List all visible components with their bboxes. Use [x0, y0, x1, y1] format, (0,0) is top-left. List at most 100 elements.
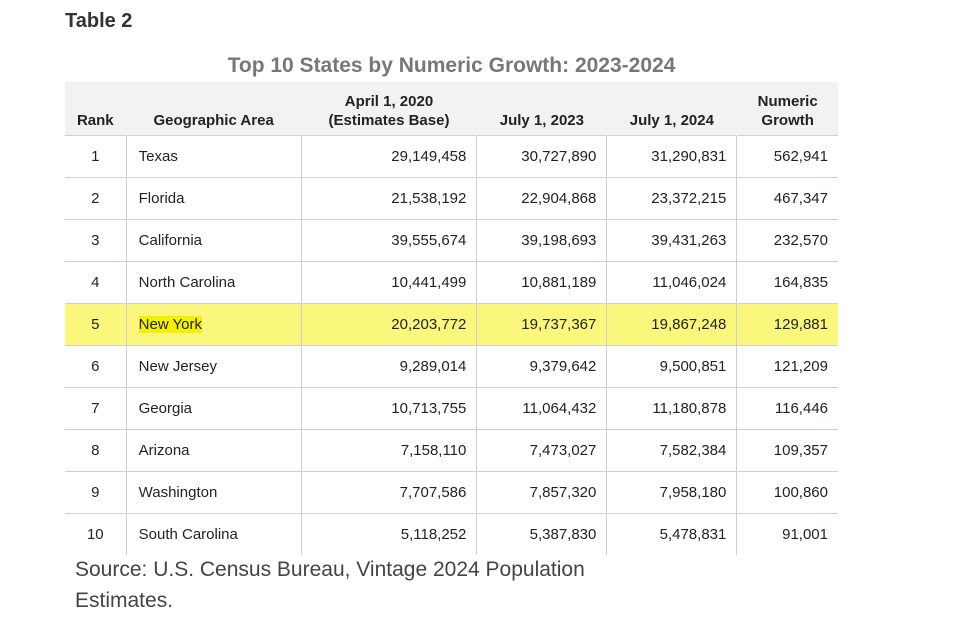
- table-cell: 19,867,248: [606, 303, 737, 346]
- cell-text: 5,478,831: [659, 526, 727, 543]
- table-cell: California: [125, 219, 302, 262]
- table-cell: 39,198,693: [476, 219, 607, 262]
- cell-text: 9: [91, 484, 100, 501]
- table-row: 4 North Carolina 10,441,499 10,881,189 11,04…: [65, 261, 838, 304]
- cell-text: 562,941: [773, 148, 828, 165]
- cell-text: 7,958,180: [659, 484, 727, 501]
- header-text: July 1, 2024: [629, 112, 714, 129]
- cell-text: 129,881: [773, 316, 828, 333]
- cell-text: 8: [91, 442, 100, 459]
- table-cell: 10: [65, 513, 127, 555]
- cell-text: Washington: [138, 484, 218, 501]
- cell-text: 10,441,499: [391, 274, 467, 291]
- cell-text: New Jersey: [138, 358, 217, 375]
- table-cell: 7,582,384: [606, 429, 737, 472]
- table-cell: 9: [65, 471, 127, 514]
- table-cell: 6: [65, 345, 127, 388]
- header-cell: Geographic Area: [125, 82, 302, 136]
- header-text: Numeric: [757, 93, 818, 110]
- header-cell: April 1, 2020 (Estimates Base): [300, 82, 477, 136]
- cell-text: 91,001: [782, 526, 828, 543]
- cell-text: 7,473,027: [529, 442, 597, 459]
- table-cell: 10,713,755: [300, 387, 477, 430]
- header-cell: Rank: [65, 82, 127, 136]
- header-cell: July 1, 2024: [606, 82, 737, 136]
- cell-text: New York: [138, 316, 203, 333]
- cell-text: 11,180,878: [652, 400, 727, 417]
- table-cell: 10,441,499: [300, 261, 477, 304]
- cell-text: 11,064,432: [522, 400, 597, 417]
- table-cell: 39,431,263: [606, 219, 737, 262]
- table-cell: 164,835: [736, 261, 838, 304]
- table-cell: 20,203,772: [300, 303, 477, 346]
- cell-text: 39,198,693: [521, 232, 597, 249]
- cell-text: 7,707,586: [399, 484, 467, 501]
- table-label: Table 2: [65, 10, 133, 32]
- table-cell: 116,446: [736, 387, 838, 430]
- table-cell: 11,180,878: [606, 387, 737, 430]
- table-cell: 19,737,367: [476, 303, 607, 346]
- header-text: July 1, 2023: [499, 112, 584, 129]
- table-cell: 23,372,215: [606, 177, 737, 220]
- table-row: 5 New York 20,203,772 19,737,367 19,867,248 1…: [65, 303, 838, 346]
- table-cell: 9,379,642: [476, 345, 607, 388]
- table-cell: 30,727,890: [476, 135, 607, 178]
- table-row: 6 New Jersey 9,289,014 9,379,642 9,500,851 12…: [65, 345, 838, 388]
- cell-text: California: [138, 232, 203, 249]
- cell-text: 5: [91, 316, 100, 333]
- table-cell: 11,046,024: [606, 261, 737, 304]
- table-cell: Washington: [125, 471, 302, 514]
- table-cell: Arizona: [125, 429, 302, 472]
- table-cell: 11,064,432: [476, 387, 607, 430]
- header-text: April 1, 2020: [344, 93, 434, 110]
- table-cell: 3: [65, 219, 127, 262]
- cell-text: 5,387,830: [529, 526, 597, 543]
- cell-text: 3: [91, 232, 100, 249]
- table-cell: 129,881: [736, 303, 838, 346]
- table-cell: 31,290,831: [606, 135, 737, 178]
- table-cell: 8: [65, 429, 127, 472]
- cell-text: 19,737,367: [521, 316, 597, 333]
- table-row: 10 South Carolina 5,118,252 5,387,830 5,478,…: [65, 513, 838, 555]
- cell-text: 23,372,215: [651, 190, 727, 207]
- table-cell: Georgia: [125, 387, 302, 430]
- table-cell: Texas: [125, 135, 302, 178]
- table-cell: 5,478,831: [606, 513, 737, 555]
- cell-text: 31,290,831: [651, 148, 727, 165]
- table-cell: South Carolina: [125, 513, 302, 555]
- source-note: Source: U.S. Census Bureau, Vintage 2024…: [75, 558, 585, 612]
- table-cell: New York: [125, 303, 302, 346]
- table-cell: 7: [65, 387, 127, 430]
- cell-text: Arizona: [138, 442, 190, 459]
- cell-text: 6: [91, 358, 100, 375]
- cell-text: 30,727,890: [521, 148, 597, 165]
- table-cell: 562,941: [736, 135, 838, 178]
- header-text: Geographic Area: [153, 112, 274, 129]
- header-cell: Numeric Growth: [736, 82, 838, 136]
- table-cell: 10,881,189: [476, 261, 607, 304]
- cell-text: 232,570: [773, 232, 828, 249]
- cell-text: 20,203,772: [391, 316, 467, 333]
- cell-text: Florida: [138, 190, 185, 207]
- header-text: Rank: [76, 112, 114, 129]
- table-cell: 39,555,674: [300, 219, 477, 262]
- cell-text: 9,289,014: [399, 358, 467, 375]
- table-body: 1 Texas 29,149,458 30,727,890 31,290,831 562,…: [65, 135, 838, 555]
- table-cell: 467,347: [736, 177, 838, 220]
- cell-text: 9,500,851: [659, 358, 727, 375]
- cell-text: 109,357: [773, 442, 828, 459]
- table-cell: 121,209: [736, 345, 838, 388]
- table-cell: 91,001: [736, 513, 838, 555]
- cell-text: 7,582,384: [659, 442, 727, 459]
- cell-text: 29,149,458: [391, 148, 467, 165]
- table-cell: 100,860: [736, 471, 838, 514]
- table-row: 2 Florida 21,538,192 22,904,868 23,372,215 46…: [65, 177, 838, 220]
- table-row: 7 Georgia 10,713,755 11,064,432 11,180,878 11…: [65, 387, 838, 430]
- table-row: 3 California 39,555,674 39,198,693 39,431,26…: [65, 219, 838, 262]
- table-row: 8 Arizona 7,158,110 7,473,027 7,582,384 109,3…: [65, 429, 838, 472]
- table-cell: 7,707,586: [300, 471, 477, 514]
- table-cell: Florida: [125, 177, 302, 220]
- table-cell: 9,500,851: [606, 345, 737, 388]
- header-row: Rank Geographic Area April 1, 2020 (Estimat…: [65, 82, 838, 136]
